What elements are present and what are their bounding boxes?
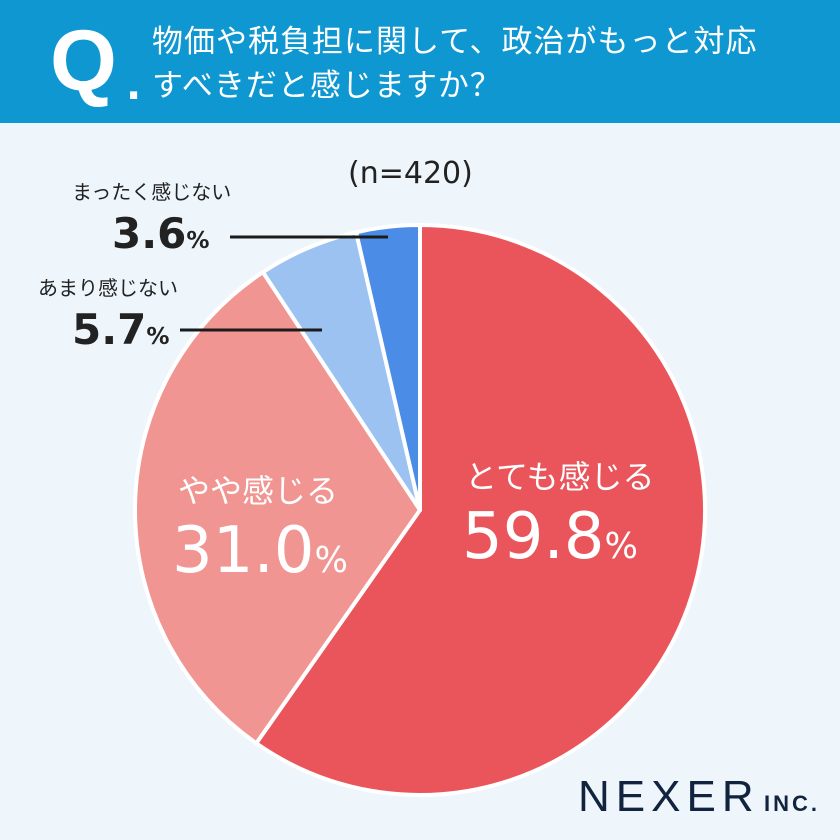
label-slice-1: やや感じる	[178, 472, 339, 510]
title-line-2: すべきだと感じますか？	[152, 68, 502, 104]
sample-size: (n=420)	[348, 156, 473, 191]
pie-slice-0	[254, 223, 707, 797]
label-slice-3: まったく感じない	[72, 180, 232, 204]
label-slice-2: あまり感じない	[38, 276, 178, 300]
logo-name: NEXER	[578, 772, 760, 821]
value-slice-2: 5.7%	[72, 306, 170, 361]
value-slice-0: 59.8%	[462, 500, 638, 574]
pie-slice-1	[133, 270, 422, 746]
value-slice-1: 31.0%	[172, 514, 348, 588]
unit: %	[604, 526, 638, 567]
unit: %	[146, 324, 170, 350]
q-dot: .	[126, 63, 142, 109]
logo-suffix: INC.	[764, 791, 821, 816]
value-number: 59.8	[462, 500, 605, 574]
value-slice-3: 3.6%	[112, 210, 210, 265]
q-mark: Q	[50, 13, 117, 109]
label-slice-0: とても感じる	[465, 458, 655, 496]
question-header: Q . 物価や税負担に関して、政治がもっと対応 すべきだと感じますか？	[0, 0, 840, 123]
question-title: 物価や税負担に関して、政治がもっと対応 すべきだと感じますか？	[152, 20, 758, 108]
value-number: 5.7	[72, 305, 147, 354]
pie-slice-3	[354, 223, 422, 512]
unit: %	[314, 540, 348, 581]
nexer-logo: NEXER INC.	[578, 772, 820, 822]
value-number: 3.6	[112, 209, 187, 258]
title-line-1: 物価や税負担に関して、政治がもっと対応	[152, 24, 758, 60]
value-number: 31.0	[172, 514, 315, 588]
unit: %	[186, 228, 210, 254]
